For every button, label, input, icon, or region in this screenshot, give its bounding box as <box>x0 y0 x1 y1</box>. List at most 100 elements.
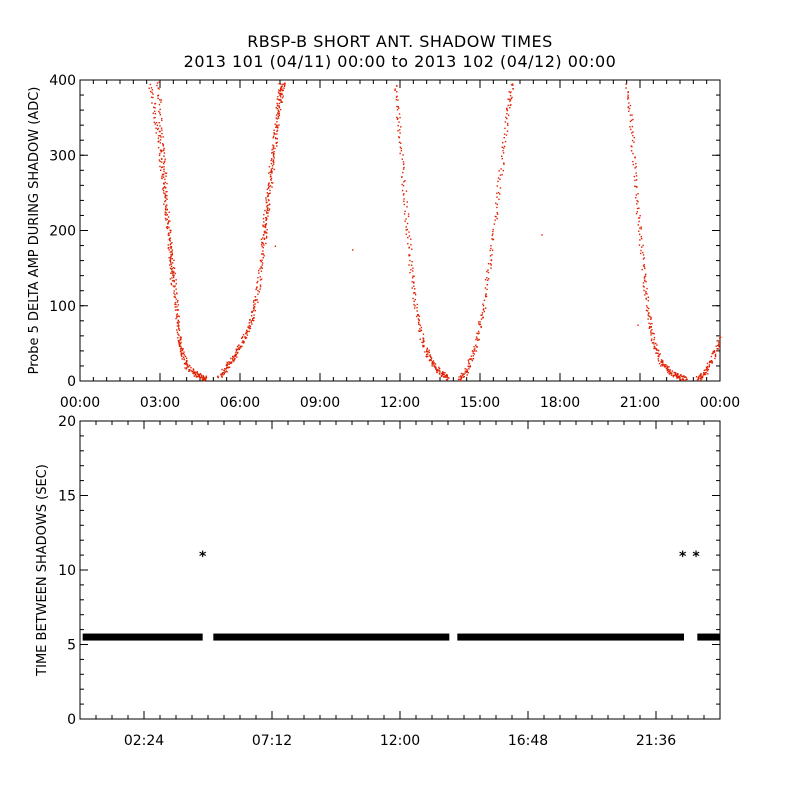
data-point <box>266 188 269 191</box>
x-tick-label: 00:00 <box>700 395 740 411</box>
data-point <box>418 319 420 322</box>
data-point <box>202 377 204 379</box>
data-point <box>182 348 184 350</box>
data-point <box>260 253 263 255</box>
data-point <box>643 257 645 259</box>
data-point <box>272 155 275 158</box>
data-point <box>407 213 410 215</box>
data-point <box>642 251 644 254</box>
data-point <box>169 251 172 253</box>
data-point <box>645 280 647 283</box>
data-point <box>202 375 205 377</box>
data-point <box>408 264 410 266</box>
data-point <box>249 327 252 330</box>
data-point <box>433 362 436 364</box>
data-point <box>185 367 188 369</box>
data-point <box>706 365 709 368</box>
data-point <box>695 375 698 378</box>
data-point <box>466 368 468 371</box>
data-point <box>174 294 176 296</box>
data-point <box>283 85 286 87</box>
data-point <box>260 270 263 272</box>
data-point <box>635 172 637 174</box>
data-point <box>649 323 652 325</box>
data-point <box>278 105 280 107</box>
data-point <box>177 339 180 342</box>
data-point <box>414 293 417 296</box>
data-point <box>698 375 700 377</box>
y-tick-label: 200 <box>49 224 76 240</box>
data-point <box>180 353 183 356</box>
data-point <box>493 223 495 225</box>
data-point <box>166 194 168 197</box>
data-point <box>641 268 643 271</box>
data-point <box>175 288 177 290</box>
data-point <box>405 226 407 228</box>
data-point <box>232 355 234 358</box>
data-point <box>470 358 472 360</box>
data-point <box>266 206 268 208</box>
data-point <box>268 204 270 206</box>
data-point <box>483 310 486 313</box>
data-point <box>171 262 174 264</box>
data-point <box>501 173 503 176</box>
data-point <box>260 238 263 241</box>
data-point <box>414 298 416 301</box>
data-point <box>235 348 238 350</box>
data-point <box>166 204 168 206</box>
data-point <box>464 372 466 374</box>
data-point <box>679 378 681 380</box>
data-point <box>471 358 473 360</box>
data-point <box>661 365 664 367</box>
data-point <box>667 370 670 373</box>
data-point <box>271 186 273 188</box>
data-point <box>165 206 167 208</box>
data-point <box>485 307 487 309</box>
data-point <box>277 91 280 93</box>
data-point <box>403 213 406 215</box>
data-point <box>263 226 265 228</box>
data-point <box>259 284 262 286</box>
data-point <box>442 372 445 374</box>
data-point <box>468 365 470 368</box>
baseline-data-band <box>213 633 450 641</box>
data-point <box>248 324 251 327</box>
data-point <box>281 85 283 87</box>
data-point <box>697 378 700 380</box>
data-point <box>169 229 171 231</box>
data-point <box>173 276 175 279</box>
data-point <box>471 359 473 362</box>
data-point <box>160 151 162 153</box>
data-point <box>679 374 682 377</box>
data-point <box>277 109 280 112</box>
data-point <box>419 338 421 340</box>
data-point <box>406 201 408 203</box>
data-point <box>420 326 423 329</box>
data-point <box>278 89 280 91</box>
data-point <box>263 238 265 241</box>
data-point <box>224 367 226 370</box>
data-point <box>232 360 235 363</box>
data-point <box>174 285 176 287</box>
data-point <box>257 277 259 279</box>
data-point <box>268 172 270 174</box>
data-point <box>697 379 699 382</box>
data-point <box>170 268 173 271</box>
y-tick-label: 300 <box>49 148 76 164</box>
data-point <box>501 146 503 148</box>
data-point <box>422 337 425 340</box>
data-point <box>262 242 264 244</box>
data-point <box>627 97 630 99</box>
data-point <box>352 249 354 251</box>
data-point <box>267 186 270 189</box>
data-point <box>262 253 265 255</box>
data-point <box>165 205 167 207</box>
data-point <box>487 278 490 280</box>
data-point <box>194 372 196 375</box>
data-point <box>179 350 182 353</box>
data-point <box>632 160 634 163</box>
data-point <box>173 267 176 269</box>
data-point <box>712 350 715 353</box>
data-point <box>510 84 513 86</box>
data-point <box>637 200 639 203</box>
